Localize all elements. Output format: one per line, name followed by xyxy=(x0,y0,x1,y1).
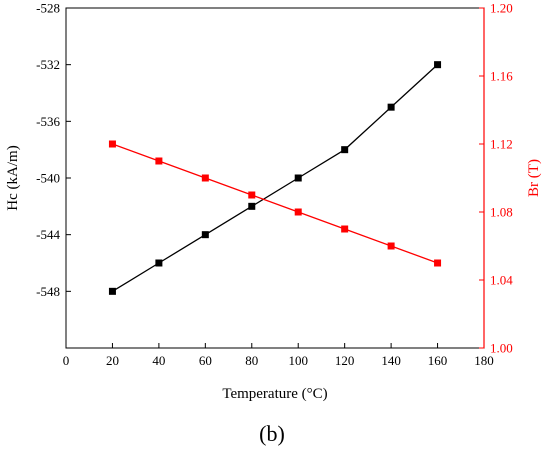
series-line-br xyxy=(112,143,438,264)
figure-caption: (b) xyxy=(259,421,285,446)
series-points xyxy=(108,61,442,295)
right-y-tick-label: 1.16 xyxy=(490,69,513,84)
right-y-tick-label: 1.08 xyxy=(490,205,513,220)
data-point-br xyxy=(155,157,163,165)
data-point-br xyxy=(248,191,256,199)
x-tick-label: 0 xyxy=(63,353,70,368)
left-y-axis-ticks: -528 -532 -536 -540 -544 -548 xyxy=(36,1,71,299)
left-y-tick-label: -544 xyxy=(36,227,60,242)
plot-frame xyxy=(65,7,485,349)
x-tick-label: 60 xyxy=(199,353,212,368)
left-y-tick-label: -548 xyxy=(36,284,60,299)
right-y-tick-label: 1.12 xyxy=(490,137,513,152)
data-point-br xyxy=(108,140,116,148)
series-line-hc xyxy=(112,64,438,292)
data-point-hc xyxy=(434,61,442,69)
data-point-hc xyxy=(387,103,395,111)
x-tick-label: 20 xyxy=(106,353,119,368)
data-point-hc xyxy=(294,174,302,182)
data-point-hc xyxy=(155,259,163,267)
right-y-axis-ticks: 1.20 1.16 1.12 1.08 1.04 1.00 xyxy=(479,1,513,356)
left-y-axis-title: Hc (kA/m) xyxy=(5,145,21,210)
data-point-hc xyxy=(108,287,116,295)
right-y-axis-title: Br (T) xyxy=(526,159,542,197)
x-tick-label: 120 xyxy=(335,353,355,368)
right-y-tick-label: 1.20 xyxy=(490,1,513,16)
left-y-tick-label: -540 xyxy=(36,171,60,186)
x-axis-ticks: 0 20 40 60 80 100 120 140 160 180 xyxy=(63,343,494,368)
right-y-tick-label: 1.04 xyxy=(490,273,513,288)
data-point-br xyxy=(387,242,395,250)
right-y-tick-label: 1.00 xyxy=(490,341,513,356)
data-point-hc xyxy=(248,202,256,210)
data-point-br xyxy=(434,259,442,267)
x-tick-label: 140 xyxy=(381,353,401,368)
x-tick-label: 160 xyxy=(428,353,448,368)
x-tick-label: 100 xyxy=(288,353,308,368)
data-point-br xyxy=(294,208,302,216)
x-tick-label: 180 xyxy=(474,353,494,368)
series-lines xyxy=(112,64,438,292)
data-point-br xyxy=(341,225,349,233)
x-tick-label: 40 xyxy=(152,353,165,368)
left-y-tick-label: -528 xyxy=(36,1,60,16)
data-point-br xyxy=(201,174,209,182)
left-y-tick-label: -532 xyxy=(36,57,60,72)
left-y-tick-label: -536 xyxy=(36,114,60,129)
data-point-hc xyxy=(341,146,349,154)
x-axis-title: Temperature (°C) xyxy=(222,386,327,402)
data-point-hc xyxy=(201,231,209,239)
x-tick-label: 80 xyxy=(245,353,258,368)
